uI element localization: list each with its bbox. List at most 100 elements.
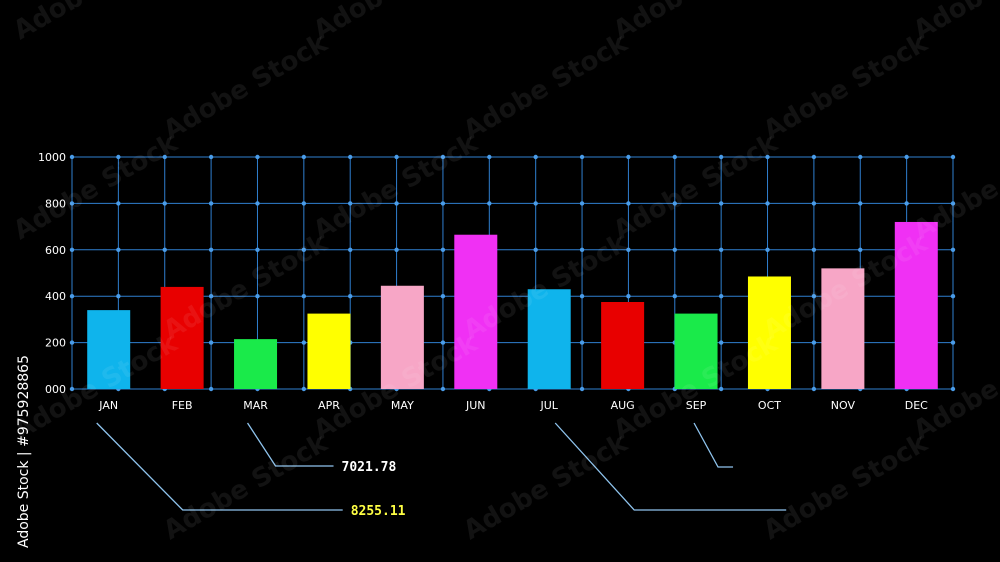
- watermark-text: Adobe Stock: [609, 128, 784, 246]
- y-tick-label: 000: [45, 383, 66, 396]
- grid-node: [348, 201, 353, 206]
- grid-node: [116, 154, 121, 160]
- grid-node: [348, 154, 353, 160]
- bar-aug: [601, 302, 645, 389]
- grid-node: [672, 154, 677, 160]
- watermark-text: Adobe Stock: [9, 0, 184, 46]
- grid-node: [116, 247, 121, 252]
- grid-node: [811, 247, 817, 252]
- grid-node: [487, 154, 492, 160]
- bar-feb: [160, 286, 204, 389]
- grid-node: [116, 201, 121, 206]
- grid-node: [533, 247, 538, 252]
- x-tick-label: MAY: [391, 399, 414, 412]
- grid-node: [69, 294, 75, 299]
- grid-node: [69, 386, 75, 392]
- watermark-text: Adobe Stock: [609, 0, 784, 46]
- grid-node: [255, 294, 260, 299]
- grid-node: [394, 201, 399, 206]
- grid-node: [950, 294, 956, 299]
- bar-sep: [674, 313, 718, 389]
- watermark-text: Adobe Stock: [459, 428, 634, 546]
- grid-node: [301, 294, 307, 299]
- grid-node: [672, 294, 677, 299]
- x-axis: JAN FEB MAR APR MAY JUN JUL AUG SEP OCT NOV DEC: [98, 399, 928, 412]
- y-tick-label: 400: [45, 290, 66, 303]
- grid-node: [718, 340, 724, 345]
- grid-node: [765, 201, 770, 206]
- grid-node: [440, 340, 446, 345]
- y-axis: 000 200 400 600 800 1000: [38, 151, 66, 396]
- watermark-text: Adobe Stock: [309, 0, 484, 46]
- grid-node: [162, 201, 167, 206]
- grid-node: [811, 294, 817, 299]
- x-tick-label: DEC: [905, 399, 928, 412]
- grid-node: [69, 154, 75, 160]
- callout-line-sep: [693, 422, 734, 468]
- grid-node: [904, 154, 909, 160]
- grid-node: [69, 201, 75, 206]
- watermark-text: Adobe Stock: [159, 28, 334, 146]
- grid-node: [440, 294, 446, 299]
- bar-apr: [307, 313, 351, 389]
- bar-jul: [527, 289, 571, 389]
- grid-node: [718, 201, 724, 206]
- callout-line-jul: [554, 422, 787, 511]
- grid-node: [950, 386, 956, 392]
- x-tick-label: JUN: [465, 399, 486, 412]
- callout-line-mar: [246, 422, 334, 467]
- grid-node: [116, 294, 121, 299]
- grid-node: [950, 154, 956, 160]
- grid-node: [811, 386, 817, 392]
- callout-line-jan: [96, 422, 343, 511]
- grid-node: [69, 247, 75, 252]
- bar-dec: [894, 221, 938, 389]
- grid-node: [858, 247, 863, 252]
- grid-node: [950, 201, 956, 206]
- grid-node: [579, 340, 585, 345]
- grid-node: [348, 247, 353, 252]
- grid-node: [533, 154, 538, 160]
- watermark-text: Adobe Stock: [9, 128, 184, 246]
- y-tick-label: 200: [45, 337, 66, 350]
- grid-node: [626, 201, 631, 206]
- bar-may: [380, 285, 424, 389]
- side-watermark: Adobe Stock | #975928865: [16, 355, 32, 548]
- grid-node: [579, 154, 585, 160]
- grid-node: [858, 154, 863, 160]
- grid-node: [440, 201, 446, 206]
- watermark-text: Adobe Stock: [759, 28, 934, 146]
- grid-node: [208, 154, 214, 160]
- watermark-text: Adobe Stock: [159, 428, 334, 546]
- bar-jan: [87, 310, 131, 389]
- grid-node: [718, 154, 724, 160]
- watermark-text: Adobe Stock: [909, 128, 1000, 246]
- grid-node: [162, 247, 167, 252]
- x-tick-label: NOV: [831, 399, 856, 412]
- grid-node: [626, 247, 631, 252]
- grid-node: [255, 247, 260, 252]
- bar-nov: [821, 268, 865, 389]
- grid-node: [579, 247, 585, 252]
- grid-node: [208, 340, 214, 345]
- x-tick-label: AUG: [611, 399, 635, 412]
- grid-node: [718, 294, 724, 299]
- grid-node: [348, 294, 353, 299]
- x-tick-label: APR: [318, 399, 340, 412]
- grid-node: [301, 154, 307, 160]
- grid-node: [672, 247, 677, 252]
- grid-node: [579, 201, 585, 206]
- grid-node: [811, 340, 817, 345]
- grid-node: [765, 154, 770, 160]
- grid-node: [811, 201, 817, 206]
- grid-node: [811, 154, 817, 160]
- grid-node: [255, 201, 260, 206]
- grid-node: [579, 294, 585, 299]
- x-tick-label: JAN: [98, 399, 118, 412]
- grid-node: [208, 386, 214, 392]
- bars-group: [87, 221, 938, 389]
- grid-node: [301, 201, 307, 206]
- watermark-text: Adobe Stock: [459, 28, 634, 146]
